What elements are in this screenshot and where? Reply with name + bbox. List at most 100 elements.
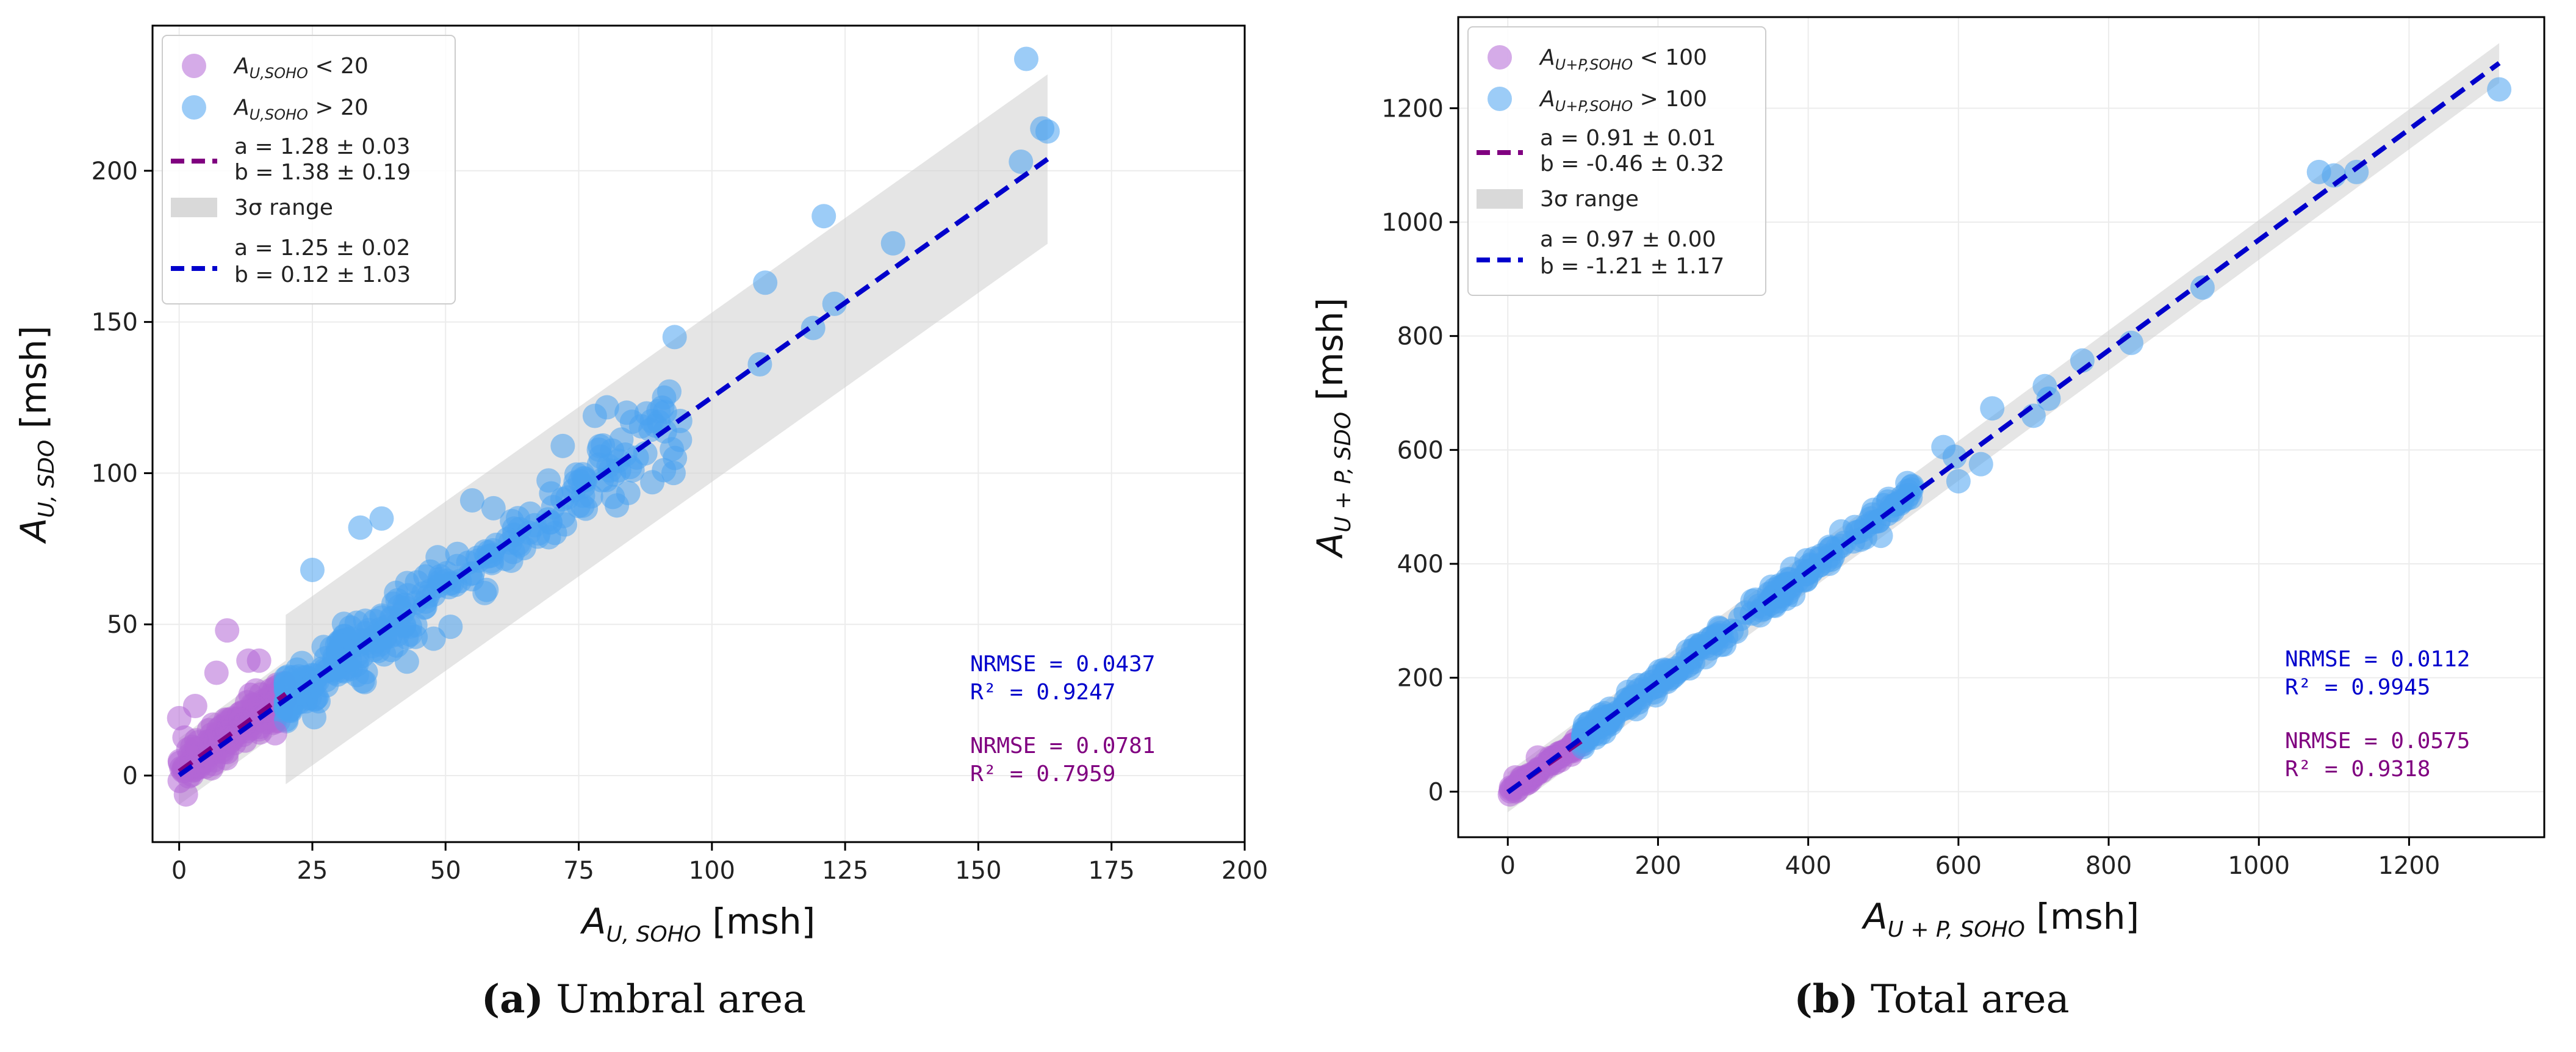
fit-line-high — [1506, 61, 2501, 794]
scatter-point-high — [662, 325, 687, 350]
scatter-point-low — [215, 618, 240, 643]
legend-low-fit-b: b = -0.46 ± 0.32 — [1540, 151, 1724, 176]
scatter-point-low — [1525, 745, 1550, 770]
scatter-point-high — [1942, 444, 1967, 469]
scatter-point-high — [667, 427, 693, 452]
scatter-point-high — [582, 403, 607, 428]
scatter-point-high — [586, 437, 611, 462]
y-tick-label: 600 — [1397, 436, 1444, 464]
scatter-point-high — [1819, 536, 1844, 561]
x-tick-label: 200 — [1221, 857, 1268, 885]
legend-low-fit-a: a = 0.91 ± 0.01 — [1540, 126, 1716, 151]
fit-line-high — [178, 157, 1049, 777]
stat-high-r2: R² = 0.9247 — [970, 680, 1115, 705]
x-tick-label: 50 — [430, 857, 461, 885]
scatter-point-high — [438, 614, 463, 639]
x-tick-label: 1000 — [2228, 852, 2290, 880]
stat-low-r2: R² = 0.9318 — [2285, 757, 2430, 782]
scatter-point-high — [1842, 514, 1867, 539]
scatter-point-low — [182, 694, 207, 718]
scatter-point-high — [481, 495, 506, 521]
scatter-point-high — [1946, 469, 1971, 494]
x-tick-label: 125 — [822, 857, 868, 885]
scatter-point-high — [1860, 502, 1885, 527]
y-tick-label: 150 — [92, 309, 138, 337]
axes-frame — [1457, 16, 2545, 838]
scatter-point-high — [550, 433, 575, 458]
scatter-point-high — [1968, 452, 1993, 477]
scatter-point-high — [459, 488, 484, 513]
x-tick-label: 25 — [297, 857, 328, 885]
scatter-point-high — [880, 231, 905, 256]
y-tick-label: 0 — [123, 762, 138, 790]
x-tick-label: 1200 — [2378, 852, 2441, 880]
scatter-point-high — [652, 458, 677, 483]
legend-marker-high — [182, 95, 206, 120]
y-tick-label: 50 — [107, 611, 138, 639]
caption-a-tag: (a) — [481, 976, 544, 1022]
chart-panel-b: 0 200 400 600 800 1000 1200 0 200 400 600 800 1000 12… — [1287, 0, 2576, 1052]
scatter-point-high — [822, 291, 847, 316]
scatter-point-high — [421, 626, 446, 651]
y-tick-label: 1000 — [1381, 209, 1444, 237]
scatter-point-high — [1645, 674, 1670, 699]
legend-marker-low — [182, 54, 206, 78]
legend-band-label: 3σ range — [1540, 187, 1639, 212]
legend-high-fit-a: a = 1.25 ± 0.02 — [234, 236, 410, 261]
caption-b-tag: (b) — [1794, 976, 1858, 1022]
stat-high-nrmse: NRMSE = 0.0112 — [2285, 647, 2470, 672]
scatter-point-high — [284, 672, 309, 697]
stat-low-nrmse: NRMSE = 0.0575 — [2285, 729, 2470, 754]
scatter-point-high — [1775, 581, 1801, 606]
caption-a: (a) Umbral area — [0, 976, 1287, 1022]
legend-high-fit-b: b = -1.21 ± 1.17 — [1540, 254, 1724, 279]
scatter-point-high — [348, 515, 373, 540]
scatter-point-high — [536, 468, 561, 493]
y-tick-label: 200 — [1397, 665, 1444, 693]
legend-box — [162, 35, 456, 304]
legend-low-fit-b: b = 1.38 ± 0.19 — [234, 160, 411, 185]
y-axis-label: AU, SDO [msh] — [13, 326, 59, 545]
legend-marker-high — [1488, 87, 1512, 111]
scatter-point-high — [657, 379, 682, 404]
legend-low-fit-a: a = 1.28 ± 0.03 — [234, 134, 410, 159]
caption-a-text: Umbral area — [556, 977, 807, 1022]
stat-high-nrmse: NRMSE = 0.0437 — [970, 652, 1155, 677]
scatter-point-low — [246, 648, 272, 673]
scatter-point-high — [589, 468, 614, 493]
x-tick-label: 175 — [1088, 857, 1135, 885]
x-axis-label: AU + P, SOHO [msh] — [1861, 896, 2139, 942]
scatter-point-high — [574, 496, 599, 521]
scatter-point-high — [1009, 150, 1034, 174]
x-tick-label: 100 — [689, 857, 735, 885]
scatter-point-high — [2487, 77, 2512, 102]
x-tick-label: 400 — [1785, 852, 1831, 880]
legend-label-high: AU+P,SOHO > 100 — [1539, 87, 1707, 115]
scatter-point-high — [1733, 600, 1758, 625]
legend-high-fit-b: b = 0.12 ± 1.03 — [234, 262, 411, 287]
caption-b: (b) Total area — [1287, 976, 2576, 1022]
scatter-point-high — [369, 506, 394, 531]
y-tick-label: 1200 — [1381, 95, 1444, 123]
scatter-point-high — [1035, 119, 1060, 144]
scatter-chart-b: 0 200 400 600 800 1000 1200 0 200 400 600 800 1000 12… — [1309, 16, 2545, 942]
scatter-point-high — [609, 427, 634, 452]
scatter-point-high — [811, 204, 836, 229]
x-tick-label: 150 — [955, 857, 1001, 885]
y-axis-label: AU + P, SDO [msh] — [1309, 298, 1356, 560]
scatter-point-low — [180, 734, 205, 759]
scatter-point-high — [300, 558, 325, 582]
y-tick-label: 800 — [1397, 323, 1444, 351]
caption-b-text: Total area — [1870, 977, 2070, 1022]
stat-low-nrmse: NRMSE = 0.0781 — [970, 733, 1155, 758]
fit-line-low — [178, 692, 287, 774]
scatter-point-high — [1014, 46, 1038, 71]
axes-frame — [151, 24, 1246, 843]
x-tick-label: 800 — [2085, 852, 2132, 880]
y-tick-label: 0 — [1428, 778, 1444, 806]
legend-label-low: AU,SOHO < 20 — [233, 54, 369, 82]
legend-high-fit-a: a = 0.97 ± 0.00 — [1540, 227, 1716, 252]
legend-label-high: AU,SOHO > 20 — [233, 95, 369, 123]
scatter-point-low — [1548, 748, 1573, 773]
scatter-point-high — [1980, 396, 2005, 421]
